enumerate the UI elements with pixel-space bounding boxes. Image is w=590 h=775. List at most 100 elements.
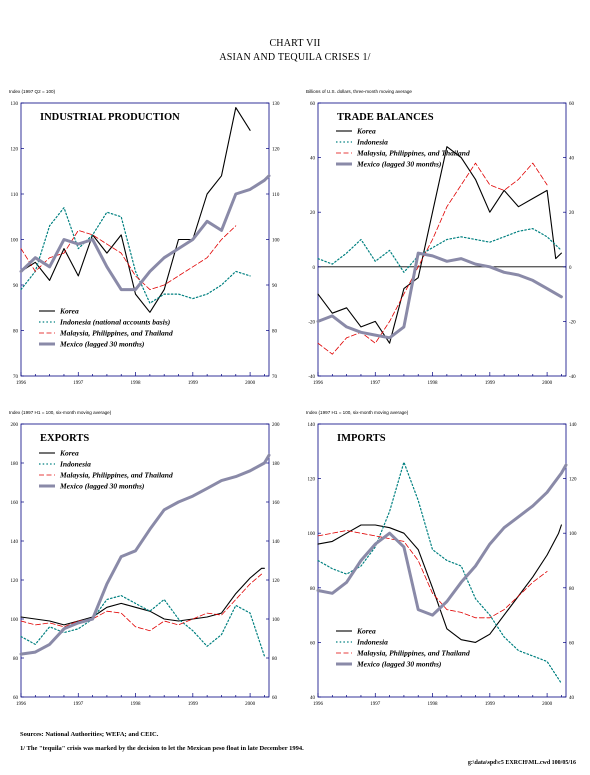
y-tick-label: 140: [11, 540, 19, 545]
x-tick-label: 1996: [313, 702, 324, 707]
x-tick-label: 1996: [16, 702, 27, 707]
legend-label: Indonesia (national accounts basis): [59, 318, 171, 327]
y-tick-label: 80: [13, 657, 19, 662]
y-tick-label: 200: [11, 423, 19, 428]
y-tick-label: 70: [13, 375, 19, 380]
plot-frame: [317, 102, 567, 377]
x-tick-label: 1997: [370, 702, 381, 707]
y-tick-label: 130: [272, 102, 280, 107]
x-tick-label: 1999: [188, 702, 199, 707]
series-line-korea: [20, 567, 265, 626]
legend-label: Korea: [356, 627, 376, 636]
y-tick-label: 60: [272, 696, 278, 701]
y-tick-label: 40: [569, 157, 575, 162]
x-tick-label: 1998: [428, 702, 439, 707]
series-line-mexico-lagged-months-: [316, 463, 568, 617]
series-line-indonesia: [317, 461, 563, 685]
y-tick-label: 140: [308, 423, 316, 428]
panel-imports: Index (1997 H1 = 100, six-month moving a…: [306, 410, 577, 707]
panel-title: EXPORTS: [40, 433, 89, 444]
chart-subtitle: ASIAN AND TEQUILA CRISES 1/: [219, 52, 371, 63]
x-tick-label: 1997: [73, 381, 84, 386]
series-line-indonesia-national-accounts-basis-: [20, 207, 251, 304]
y-tick-label: 140: [272, 540, 280, 545]
legend-label: Malaysia, Philippines, and Thailand: [356, 149, 470, 158]
y-tick-label: -40: [308, 375, 315, 380]
x-tick-label: 2000: [245, 381, 256, 386]
legend-label: Malaysia, Philippines, and Thailand: [356, 649, 470, 658]
file-code: g:\data\spd\c5 EXRCH\ML.cwd 100/05/16: [467, 760, 576, 766]
series-line-malaysia-philippines-and-thailand: [317, 162, 548, 355]
footnote: 1/ The "tequila" crisis was marked by th…: [20, 745, 304, 752]
y-tick-label: 60: [569, 641, 575, 646]
legend-label: Korea: [59, 307, 79, 316]
y-tick-label: 120: [272, 148, 280, 153]
y-tick-label: 120: [11, 148, 19, 153]
panel-title: INDUSTRIAL PRODUCTION: [40, 112, 180, 123]
x-tick-label: 1997: [370, 381, 381, 386]
y-tick-label: 100: [11, 239, 19, 244]
legend-label: Mexico (lagged 30 months): [356, 160, 442, 169]
x-tick-label: 1999: [485, 702, 496, 707]
legend-label: Korea: [356, 127, 376, 136]
y-tick-label: 120: [272, 579, 280, 584]
panel-industrial-production: Index (1997 Q2 = 100) 70 70 80 80 90 90 100 100 1…: [9, 89, 280, 386]
unit-label: Index (1997 H1 = 100, six-month moving a…: [9, 410, 112, 415]
y-tick-label: 100: [272, 239, 280, 244]
x-tick-label: 2000: [245, 702, 256, 707]
y-tick-label: 60: [310, 102, 316, 107]
series-line-korea: [317, 524, 562, 643]
y-tick-label: 120: [569, 478, 577, 483]
y-tick-label: 40: [569, 696, 575, 701]
y-tick-label: 120: [308, 478, 316, 483]
legend-label: Mexico (lagged 30 months): [356, 660, 442, 669]
x-tick-label: 1996: [16, 381, 27, 386]
y-tick-label: 20: [569, 211, 575, 216]
y-tick-label: 60: [13, 696, 19, 701]
legend-label: Indonesia: [356, 638, 388, 647]
legend-label: Malaysia, Philippines, and Thailand: [59, 329, 173, 338]
x-tick-label: 1999: [485, 381, 496, 386]
y-tick-label: 180: [272, 462, 280, 467]
series-line-indonesia: [317, 228, 563, 273]
unit-label: Index (1997 H1 = 100, six-month moving a…: [306, 410, 409, 415]
legend-label: Mexico (lagged 30 months): [59, 340, 145, 349]
y-tick-label: 40: [310, 157, 316, 162]
legend-label: Malaysia, Philippines, and Thailand: [59, 471, 173, 480]
series-line-mexico-lagged-months-: [19, 453, 271, 656]
y-tick-label: 120: [11, 579, 19, 584]
y-tick-label: 110: [11, 193, 19, 198]
series-line-mexico-lagged-months-: [316, 251, 563, 340]
y-tick-label: -20: [569, 320, 576, 325]
x-tick-label: 2000: [542, 381, 553, 386]
y-tick-label: 60: [310, 641, 316, 646]
y-tick-label: 140: [569, 423, 577, 428]
unit-label: Index (1997 Q2 = 100): [9, 89, 56, 94]
y-tick-label: 80: [272, 330, 278, 335]
y-tick-label: 130: [11, 102, 19, 107]
panel-trade-balances: Billions of U.S. dollars, three-month mo…: [306, 89, 576, 386]
x-tick-label: 1999: [188, 381, 199, 386]
series-line-korea: [20, 107, 251, 313]
x-tick-label: 2000: [542, 702, 553, 707]
y-tick-label: 100: [272, 618, 280, 623]
x-tick-label: 1998: [428, 381, 439, 386]
legend-label: Mexico (lagged 30 months): [59, 482, 145, 491]
y-tick-label: 80: [272, 657, 278, 662]
y-tick-label: 100: [569, 532, 577, 537]
series-line-korea: [317, 146, 562, 344]
y-tick-label: 160: [11, 501, 19, 506]
series-line-malaysia-philippines-and-thailand: [20, 573, 263, 632]
y-tick-label: 200: [272, 423, 280, 428]
y-tick-label: 60: [569, 102, 575, 107]
panel-exports: Index (1997 H1 = 100, six-month moving a…: [9, 410, 280, 707]
series-line-mexico-lagged-months-: [19, 174, 271, 292]
y-tick-label: 20: [310, 211, 316, 216]
y-tick-label: 0: [313, 266, 316, 271]
chart-title: CHART VII: [269, 38, 321, 49]
sources-note: Sources: National Authorities; WEFA; and…: [20, 731, 159, 738]
y-tick-label: 100: [11, 618, 19, 623]
y-tick-label: 80: [13, 330, 19, 335]
y-tick-label: 80: [569, 587, 575, 592]
series-line-malaysia-philippines-and-thailand: [317, 530, 548, 619]
